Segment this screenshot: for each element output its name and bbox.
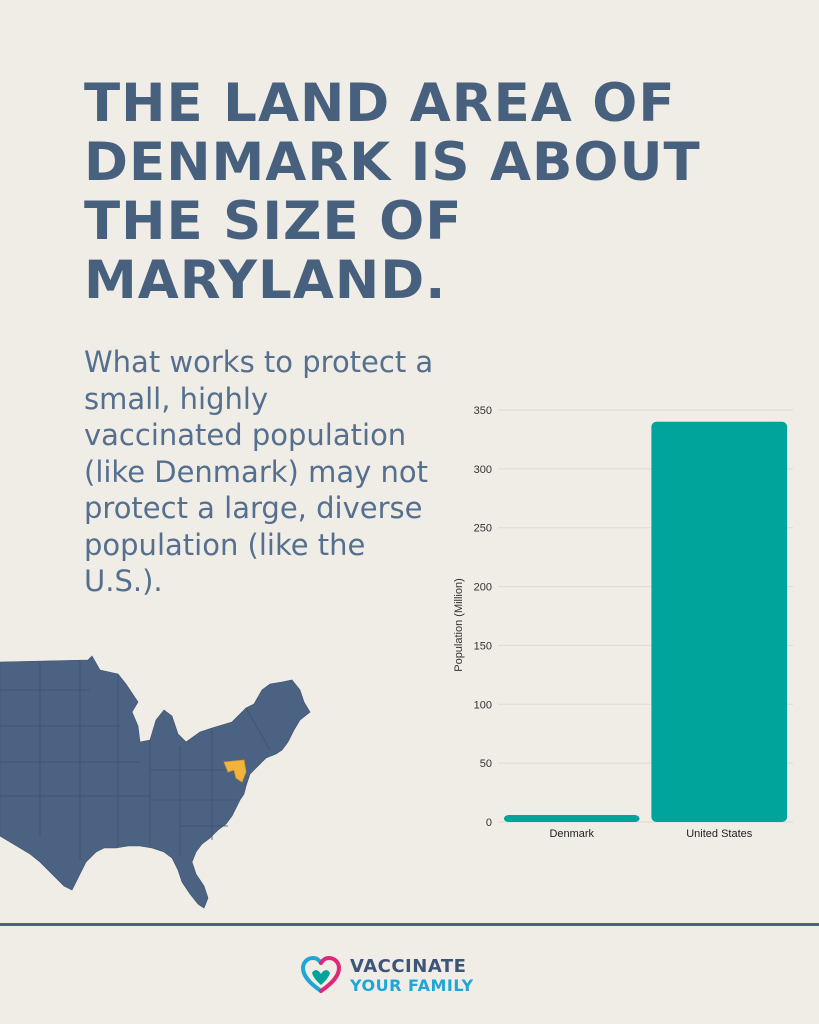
y-tick-labels: 0 50 100 150 200 250 300 350 [474,405,492,829]
footer-divider [0,923,819,926]
y-tick-label: 150 [474,640,492,652]
y-axis-label: Population (Million) [453,578,465,672]
y-tick-label: 350 [474,405,492,417]
headline: THE LAND AREA OF DENMARK IS ABOUT THE SI… [84,73,701,311]
x-tick-label: United States [686,828,753,840]
logo-line-2: YOUR FAMILY [350,976,474,995]
x-tick-label: Denmark [549,828,594,840]
subtext: What works to protect a small, highly va… [84,345,434,598]
map-landmass [0,655,311,909]
heart-logo-icon [300,955,342,993]
state-borders [0,660,271,860]
bar-denmark [503,815,640,822]
vaccinate-your-family-logo: VACCINATE YOUR FAMILY [300,955,540,997]
logo-line-1: VACCINATE [350,956,467,977]
bars [503,421,788,822]
x-tick-labels: Denmark United States [549,828,752,840]
y-tick-label: 50 [480,758,492,770]
population-bar-chart: 0 50 100 150 200 250 300 350 Denmark United Stat… [453,405,793,840]
y-tick-label: 200 [474,582,492,594]
maryland-highlight [223,759,247,783]
y-tick-label: 300 [474,464,492,476]
y-tick-label: 100 [474,699,492,711]
y-tick-label: 250 [474,523,492,535]
y-tick-label: 0 [486,817,492,829]
bar-united-states [651,421,788,822]
us-east-map [0,655,311,909]
